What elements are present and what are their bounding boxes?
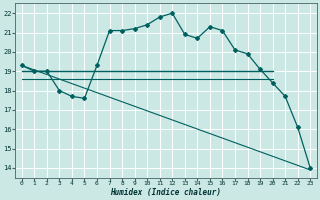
X-axis label: Humidex (Indice chaleur): Humidex (Indice chaleur) (110, 188, 221, 197)
